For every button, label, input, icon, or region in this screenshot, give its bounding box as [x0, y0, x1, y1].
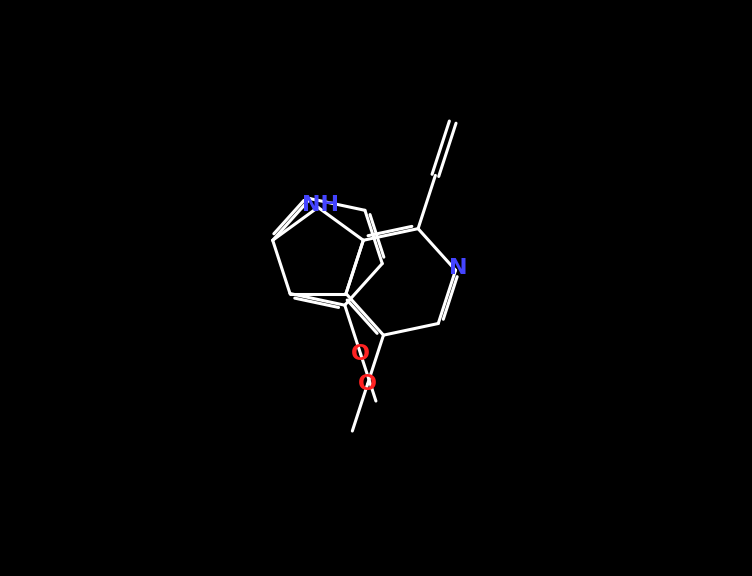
Text: O: O: [351, 344, 370, 364]
Text: N: N: [449, 258, 468, 278]
Text: NH: NH: [302, 195, 338, 215]
Text: O: O: [358, 374, 377, 394]
